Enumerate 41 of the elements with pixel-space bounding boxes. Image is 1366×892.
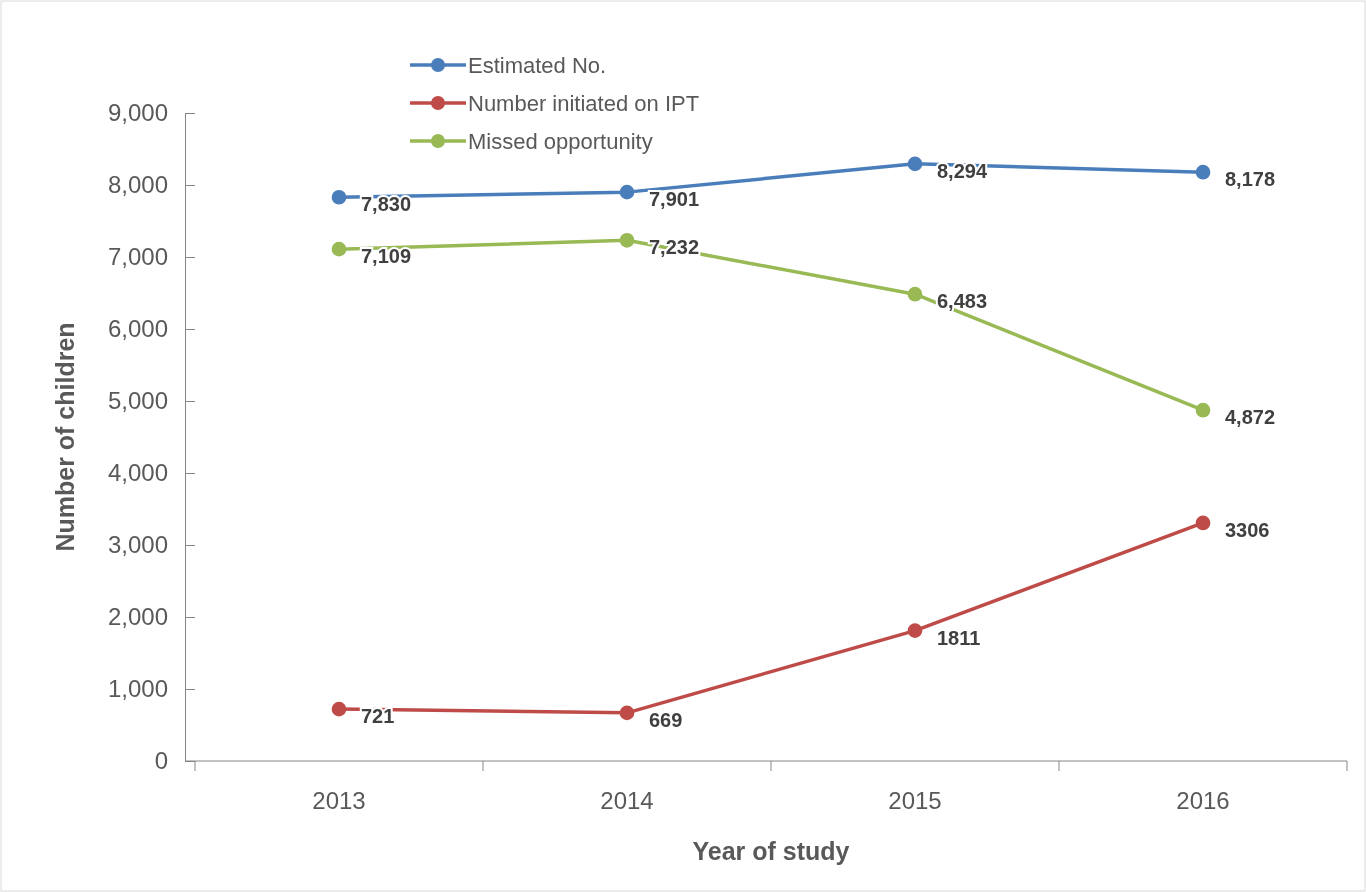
- point: [619, 705, 635, 721]
- data-label: 721: [361, 705, 395, 728]
- y-tick-label: 7,000: [107, 243, 168, 271]
- point: [331, 701, 347, 717]
- data-label: 1811: [937, 626, 981, 649]
- legend-label: Missed opportunity: [468, 129, 653, 154]
- y-tick-label: 4,000: [107, 459, 168, 487]
- data-label: 7,830: [361, 193, 412, 216]
- x-tick-label: 2015: [888, 787, 942, 814]
- x-tick-label: 2013: [312, 787, 366, 814]
- x-tick-label: 2016: [1176, 787, 1230, 814]
- y-tick-label: 9,000: [107, 99, 168, 127]
- data-label: 7,901: [649, 188, 700, 211]
- point: [619, 184, 635, 200]
- data-label: 7,109: [361, 245, 412, 268]
- point: [907, 623, 923, 638]
- legend-label: Number initiated on IPT: [468, 91, 700, 116]
- point: [907, 286, 923, 302]
- point: [1195, 515, 1211, 531]
- y-tick-label: 2,000: [107, 603, 168, 631]
- data-label: 669: [649, 708, 683, 731]
- point: [907, 156, 923, 172]
- data-label: 4,872: [1225, 406, 1276, 429]
- y-tick-label: 1,000: [107, 675, 168, 703]
- point: [619, 232, 635, 248]
- x-axis-title: Year of study: [692, 837, 850, 865]
- point: [331, 241, 347, 257]
- x-tick-label: 2014: [600, 787, 654, 814]
- y-tick-label: 3,000: [107, 531, 168, 559]
- data-label: 6,483: [937, 290, 988, 313]
- point: [331, 189, 347, 205]
- data-label: 8,178: [1225, 168, 1276, 191]
- point: [1195, 402, 1211, 418]
- y-tick-label: 6,000: [107, 315, 168, 343]
- y-tick-label: 5,000: [107, 387, 168, 415]
- y-tick-label: 8,000: [107, 171, 168, 199]
- y-axis-title: Number of children: [51, 322, 79, 552]
- data-label: 3306: [1225, 518, 1270, 541]
- legend-label: Estimated No.: [468, 53, 607, 78]
- y-tick-label: 0: [154, 747, 168, 775]
- point: [1195, 164, 1211, 180]
